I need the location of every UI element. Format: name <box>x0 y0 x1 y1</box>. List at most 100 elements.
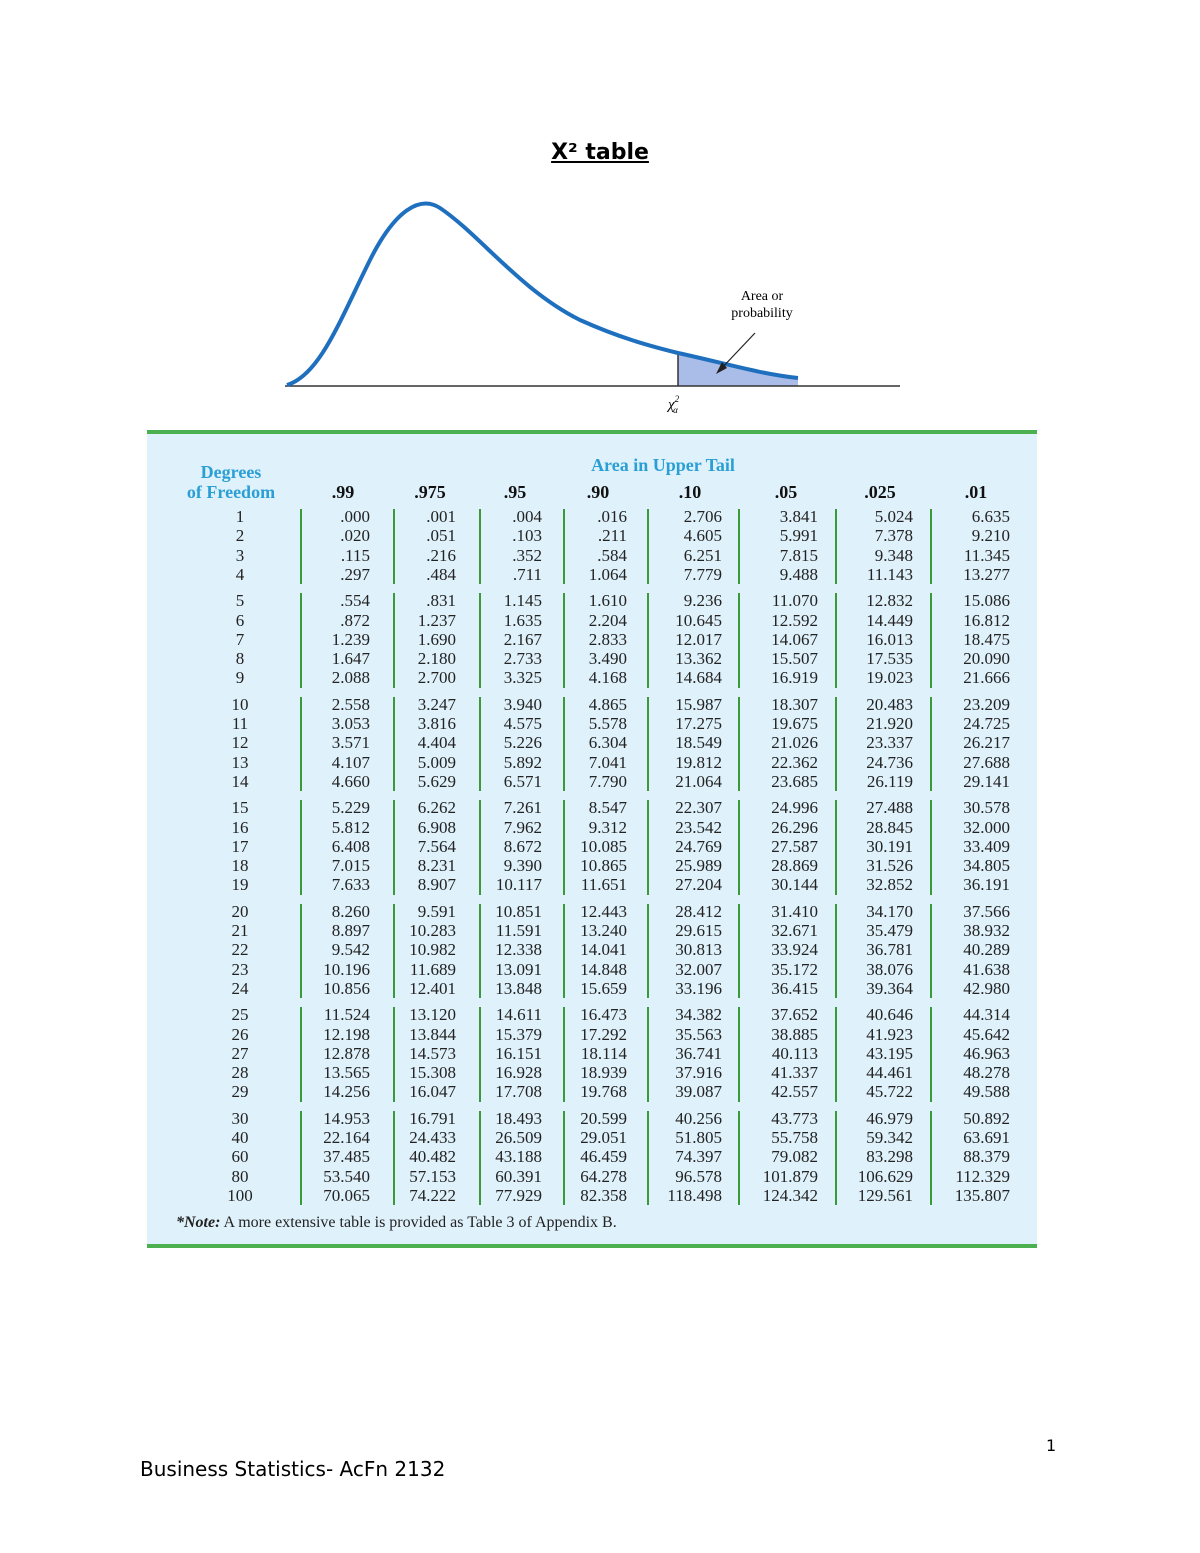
df-cell: 27 <box>231 1043 249 1063</box>
value-cell: 5.892 <box>503 752 542 772</box>
value-cell: 12.198 <box>323 1024 370 1044</box>
value-cell: 6.304 <box>588 733 627 753</box>
value-cell: 96.578 <box>675 1166 722 1186</box>
value-cell: 19.768 <box>580 1082 627 1102</box>
value-cell: 1.064 <box>588 564 627 584</box>
value-cell: 20.090 <box>963 649 1010 669</box>
value-cell: 7.633 <box>331 875 370 895</box>
df-cell: 19 <box>231 875 249 895</box>
value-cell: 24.736 <box>866 752 913 772</box>
header-top: Area in Upper Tail <box>591 455 735 475</box>
value-cell: 7.041 <box>588 752 627 772</box>
page-number: 1 <box>1046 1436 1057 1455</box>
value-cell: 43.188 <box>495 1147 542 1167</box>
df-cell: 60 <box>231 1147 249 1167</box>
value-cell: 18.939 <box>580 1063 627 1083</box>
value-cell: 46.459 <box>580 1147 627 1167</box>
df-cell: 21 <box>231 921 249 940</box>
value-cell: 8.897 <box>331 921 370 940</box>
value-cell: 37.916 <box>675 1063 722 1083</box>
value-cell: 13.277 <box>963 564 1010 584</box>
value-cell: 3.053 <box>331 714 370 733</box>
value-cell: 13.120 <box>409 1005 456 1025</box>
df-cell: 9 <box>235 668 245 688</box>
value-cell: 24.725 <box>963 714 1010 733</box>
value-cell: .484 <box>426 564 456 584</box>
df-cell: 12 <box>231 733 249 753</box>
value-cell: 11.651 <box>580 875 627 895</box>
value-cell: 20.483 <box>866 694 913 714</box>
value-cell: 88.379 <box>963 1147 1010 1167</box>
column-rule <box>393 1007 395 1102</box>
value-cell: 5.812 <box>331 817 370 837</box>
column-rule <box>300 903 302 999</box>
value-cell: 40.289 <box>963 940 1010 960</box>
column-header: .05 <box>774 482 798 502</box>
value-cell: 64.278 <box>580 1166 627 1186</box>
value-cell: 9.591 <box>417 901 456 921</box>
value-cell: 39.364 <box>866 978 913 998</box>
column-rule <box>647 1110 649 1206</box>
value-cell: 129.561 <box>857 1185 913 1205</box>
header-left: Degrees <box>200 462 262 482</box>
value-cell: 35.563 <box>675 1024 722 1044</box>
column-rule <box>479 1007 481 1102</box>
footer: Business Statistics- AcFn 2132 <box>140 1457 446 1481</box>
value-cell: 74.397 <box>675 1147 722 1167</box>
value-cell: 57.153 <box>409 1166 456 1186</box>
df-cell: 10 <box>231 694 249 714</box>
value-cell: 5.024 <box>874 507 913 526</box>
value-cell: 14.449 <box>866 610 913 630</box>
value-cell: 36.191 <box>963 875 1010 895</box>
column-header: .10 <box>678 482 702 502</box>
column-rule <box>930 903 932 999</box>
column-rule <box>393 800 395 895</box>
df-cell: 3 <box>235 545 245 565</box>
value-cell: 13.844 <box>409 1024 456 1044</box>
column-rule <box>738 1007 740 1102</box>
value-cell: 70.065 <box>323 1185 370 1205</box>
value-cell: 28.845 <box>866 817 913 837</box>
column-rule <box>835 1110 837 1206</box>
column-header: .95 <box>503 482 527 502</box>
value-cell: .554 <box>340 591 370 611</box>
value-cell: 10.117 <box>495 875 542 895</box>
value-cell: 12.017 <box>675 629 722 649</box>
df-cell: 20 <box>231 901 249 921</box>
value-cell: 18.493 <box>495 1108 542 1128</box>
value-cell: 2.204 <box>588 610 627 630</box>
density-curve <box>286 201 799 387</box>
value-cell: 13.848 <box>495 978 542 998</box>
value-cell: .004 <box>512 507 542 526</box>
column-rule <box>479 593 481 688</box>
value-cell: 37.485 <box>323 1147 370 1167</box>
value-cell: 14.953 <box>323 1108 370 1128</box>
value-cell: 30.144 <box>771 875 818 895</box>
column-rule <box>647 1007 649 1102</box>
value-cell: 4.168 <box>588 668 627 688</box>
value-cell: 27.688 <box>963 752 1010 772</box>
value-cell: 14.256 <box>323 1082 370 1102</box>
value-cell: 5.991 <box>779 526 818 546</box>
table-panel: Degrees of Freedom Area in Upper Tail .99 .9… <box>147 430 1037 1248</box>
column-rule <box>300 800 302 895</box>
value-cell: 5.629 <box>417 771 456 791</box>
value-cell: 26.119 <box>866 771 913 791</box>
note: *Note: A more extensive table is provide… <box>176 1214 617 1232</box>
value-cell: 13.362 <box>675 649 722 669</box>
df-cell: 13 <box>231 752 249 772</box>
value-cell: 14.611 <box>495 1005 542 1025</box>
value-cell: 15.987 <box>675 694 722 714</box>
value-cell: .584 <box>597 545 627 565</box>
value-cell: .211 <box>597 526 627 546</box>
value-cell: 4.865 <box>588 694 627 714</box>
column-rule <box>647 696 649 792</box>
value-cell: .103 <box>512 526 542 546</box>
value-cell: 46.963 <box>963 1043 1010 1063</box>
value-cell: 15.507 <box>771 649 818 669</box>
column-rule <box>930 1007 932 1102</box>
value-cell: 38.885 <box>771 1024 818 1044</box>
value-cell: 17.292 <box>580 1024 627 1044</box>
value-cell: 21.666 <box>963 668 1010 688</box>
value-cell: 8.547 <box>588 798 627 818</box>
